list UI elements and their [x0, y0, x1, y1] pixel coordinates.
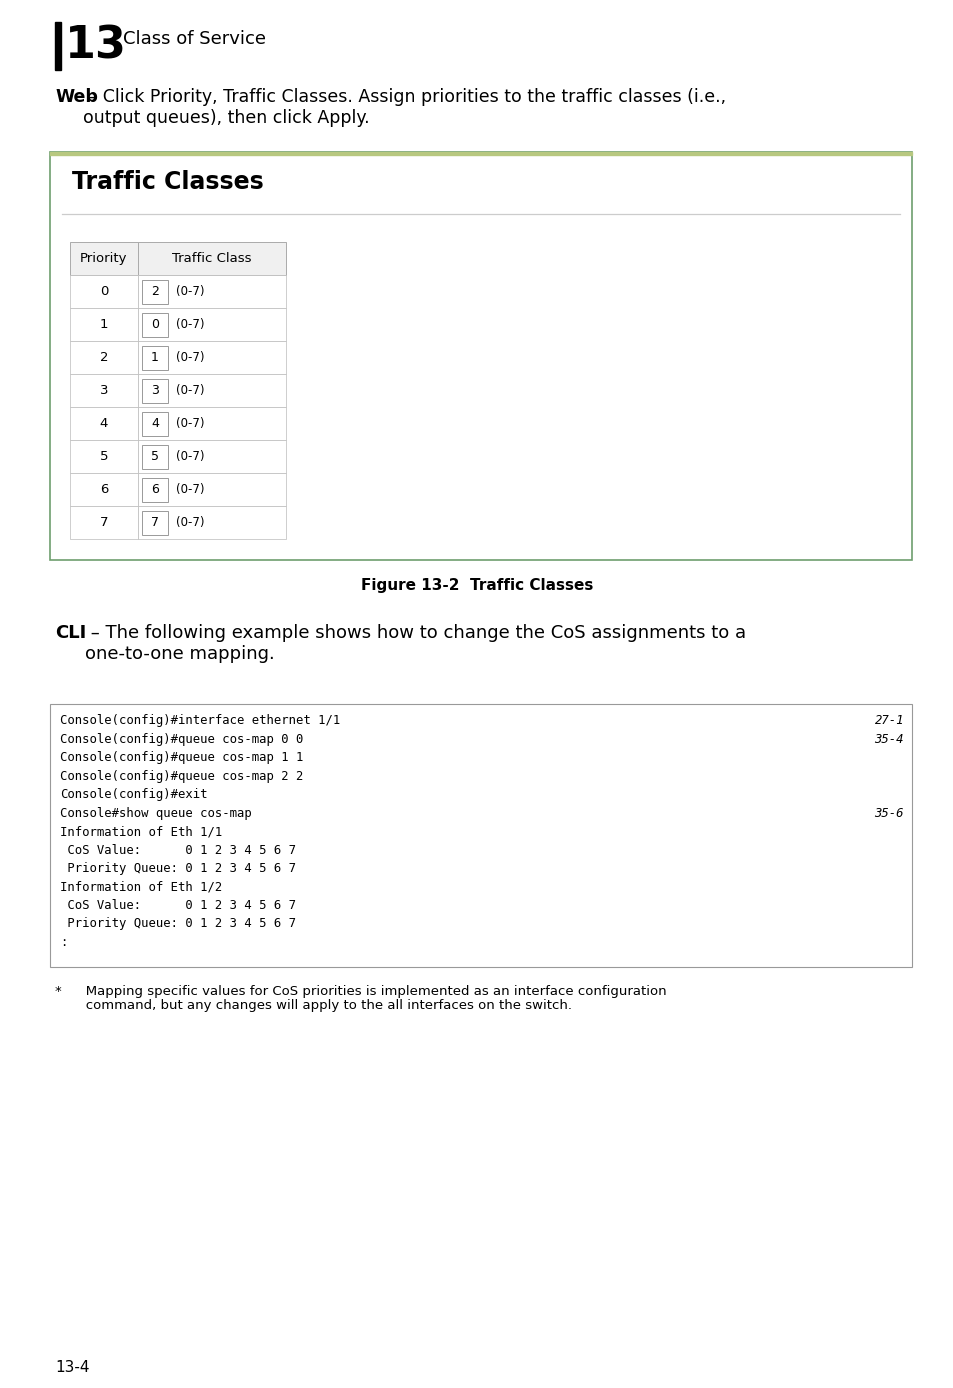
Bar — [138, 373, 286, 407]
Bar — [142, 446, 168, 469]
Text: 3: 3 — [151, 384, 159, 397]
Text: Web: Web — [55, 87, 98, 105]
Bar — [138, 308, 286, 341]
Text: 5: 5 — [100, 450, 108, 464]
Text: Console(config)#interface ethernet 1/1: Console(config)#interface ethernet 1/1 — [60, 713, 340, 727]
Bar — [138, 275, 286, 308]
Text: 7: 7 — [100, 516, 108, 529]
Bar — [70, 275, 138, 308]
Text: 35-4: 35-4 — [874, 733, 903, 745]
Text: 7: 7 — [151, 516, 159, 529]
Bar — [142, 280, 168, 304]
Text: Console(config)#queue cos-map 1 1: Console(config)#queue cos-map 1 1 — [60, 751, 303, 763]
Bar — [138, 242, 286, 275]
Bar — [55, 22, 61, 69]
Text: (0-7): (0-7) — [175, 351, 204, 364]
Text: :: : — [60, 936, 68, 949]
Text: 35-6: 35-6 — [874, 806, 903, 819]
Text: Console(config)#queue cos-map 0 0: Console(config)#queue cos-map 0 0 — [60, 733, 303, 745]
FancyBboxPatch shape — [50, 153, 911, 559]
Text: *: * — [55, 984, 62, 998]
Text: (0-7): (0-7) — [175, 384, 204, 397]
Text: Information of Eth 1/2: Information of Eth 1/2 — [60, 880, 222, 894]
Bar — [142, 346, 168, 371]
Text: Console(config)#queue cos-map 2 2: Console(config)#queue cos-map 2 2 — [60, 769, 303, 783]
Text: 13: 13 — [65, 24, 127, 67]
Text: 6: 6 — [100, 483, 108, 496]
Text: 0: 0 — [151, 318, 159, 330]
Text: Priority Queue: 0 1 2 3 4 5 6 7: Priority Queue: 0 1 2 3 4 5 6 7 — [60, 917, 295, 930]
Text: 3: 3 — [100, 384, 108, 397]
Bar — [70, 341, 138, 373]
Text: 13-4: 13-4 — [55, 1360, 90, 1376]
Bar — [142, 477, 168, 502]
Text: CoS Value:      0 1 2 3 4 5 6 7: CoS Value: 0 1 2 3 4 5 6 7 — [60, 844, 295, 856]
Text: Priority: Priority — [80, 253, 128, 265]
Bar — [50, 704, 911, 966]
Text: 2: 2 — [100, 351, 108, 364]
Text: (0-7): (0-7) — [175, 450, 204, 464]
Text: 1: 1 — [100, 318, 108, 330]
Text: Traffic Classes: Traffic Classes — [71, 169, 263, 194]
Bar — [70, 242, 138, 275]
Text: 0: 0 — [100, 285, 108, 298]
Text: Console#show queue cos-map: Console#show queue cos-map — [60, 806, 252, 819]
Text: (0-7): (0-7) — [175, 416, 204, 430]
Bar — [70, 440, 138, 473]
Bar — [70, 507, 138, 539]
Text: (0-7): (0-7) — [175, 318, 204, 330]
Text: – The following example shows how to change the CoS assignments to a
one-to-one : – The following example shows how to cha… — [85, 625, 745, 663]
Bar — [138, 341, 286, 373]
Bar — [138, 407, 286, 440]
Text: CLI: CLI — [55, 625, 86, 643]
Text: (0-7): (0-7) — [175, 483, 204, 496]
Text: Figure 13-2  Traffic Classes: Figure 13-2 Traffic Classes — [360, 577, 593, 593]
Bar — [70, 407, 138, 440]
Bar — [70, 473, 138, 507]
Bar — [142, 511, 168, 534]
Text: 6: 6 — [151, 483, 159, 496]
Text: Class of Service: Class of Service — [123, 31, 266, 49]
Text: Mapping specific values for CoS priorities is implemented as an interface config: Mapping specific values for CoS prioriti… — [73, 984, 666, 1012]
Text: Console(config)#exit: Console(config)#exit — [60, 788, 208, 801]
Text: 1: 1 — [151, 351, 159, 364]
Text: 5: 5 — [151, 450, 159, 464]
Text: (0-7): (0-7) — [175, 285, 204, 298]
Text: 27-1: 27-1 — [874, 713, 903, 727]
Text: – Click Priority, Traffic Classes. Assign priorities to the traffic classes (i.e: – Click Priority, Traffic Classes. Assig… — [83, 87, 725, 126]
Bar — [138, 473, 286, 507]
Bar — [142, 379, 168, 403]
Text: Information of Eth 1/1: Information of Eth 1/1 — [60, 824, 222, 838]
Text: (0-7): (0-7) — [175, 516, 204, 529]
Text: Traffic Class: Traffic Class — [172, 253, 252, 265]
Text: 4: 4 — [100, 416, 108, 430]
Text: CoS Value:      0 1 2 3 4 5 6 7: CoS Value: 0 1 2 3 4 5 6 7 — [60, 899, 295, 912]
Bar — [138, 507, 286, 539]
Bar — [142, 412, 168, 436]
Text: 4: 4 — [151, 416, 159, 430]
Bar — [50, 153, 911, 155]
Bar — [70, 373, 138, 407]
Bar — [142, 314, 168, 337]
Bar — [70, 308, 138, 341]
Text: Priority Queue: 0 1 2 3 4 5 6 7: Priority Queue: 0 1 2 3 4 5 6 7 — [60, 862, 295, 874]
Text: 2: 2 — [151, 285, 159, 298]
Bar — [138, 440, 286, 473]
